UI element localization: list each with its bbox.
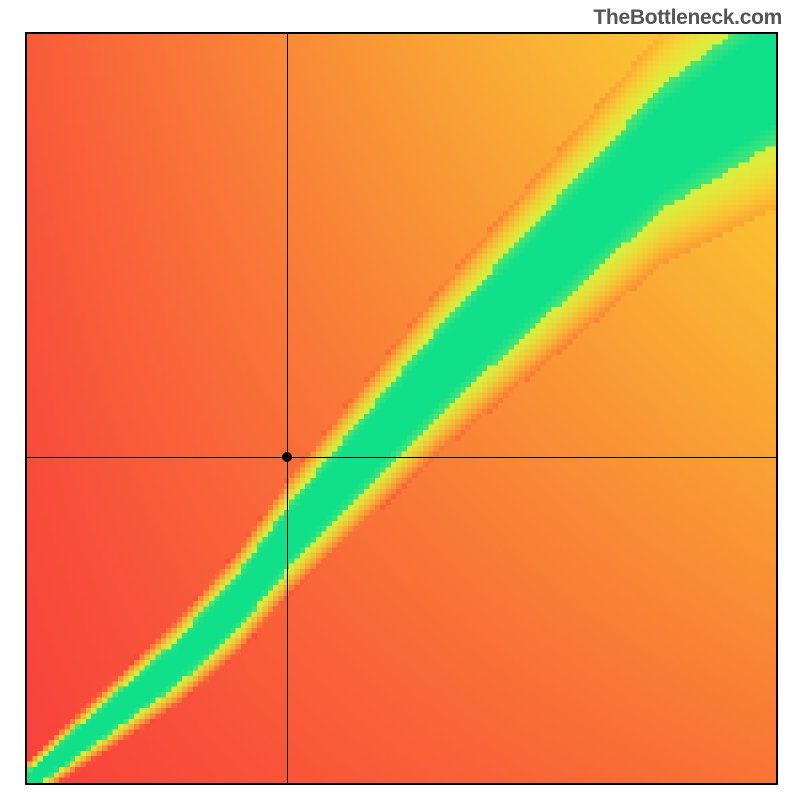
watermark-text: TheBottleneck.com	[593, 6, 782, 30]
heatmap-plot-area	[25, 32, 778, 785]
crosshair-horizontal-line	[27, 457, 776, 458]
crosshair-point	[282, 452, 292, 462]
crosshair-vertical-line	[287, 34, 288, 783]
heatmap-canvas	[27, 34, 776, 783]
